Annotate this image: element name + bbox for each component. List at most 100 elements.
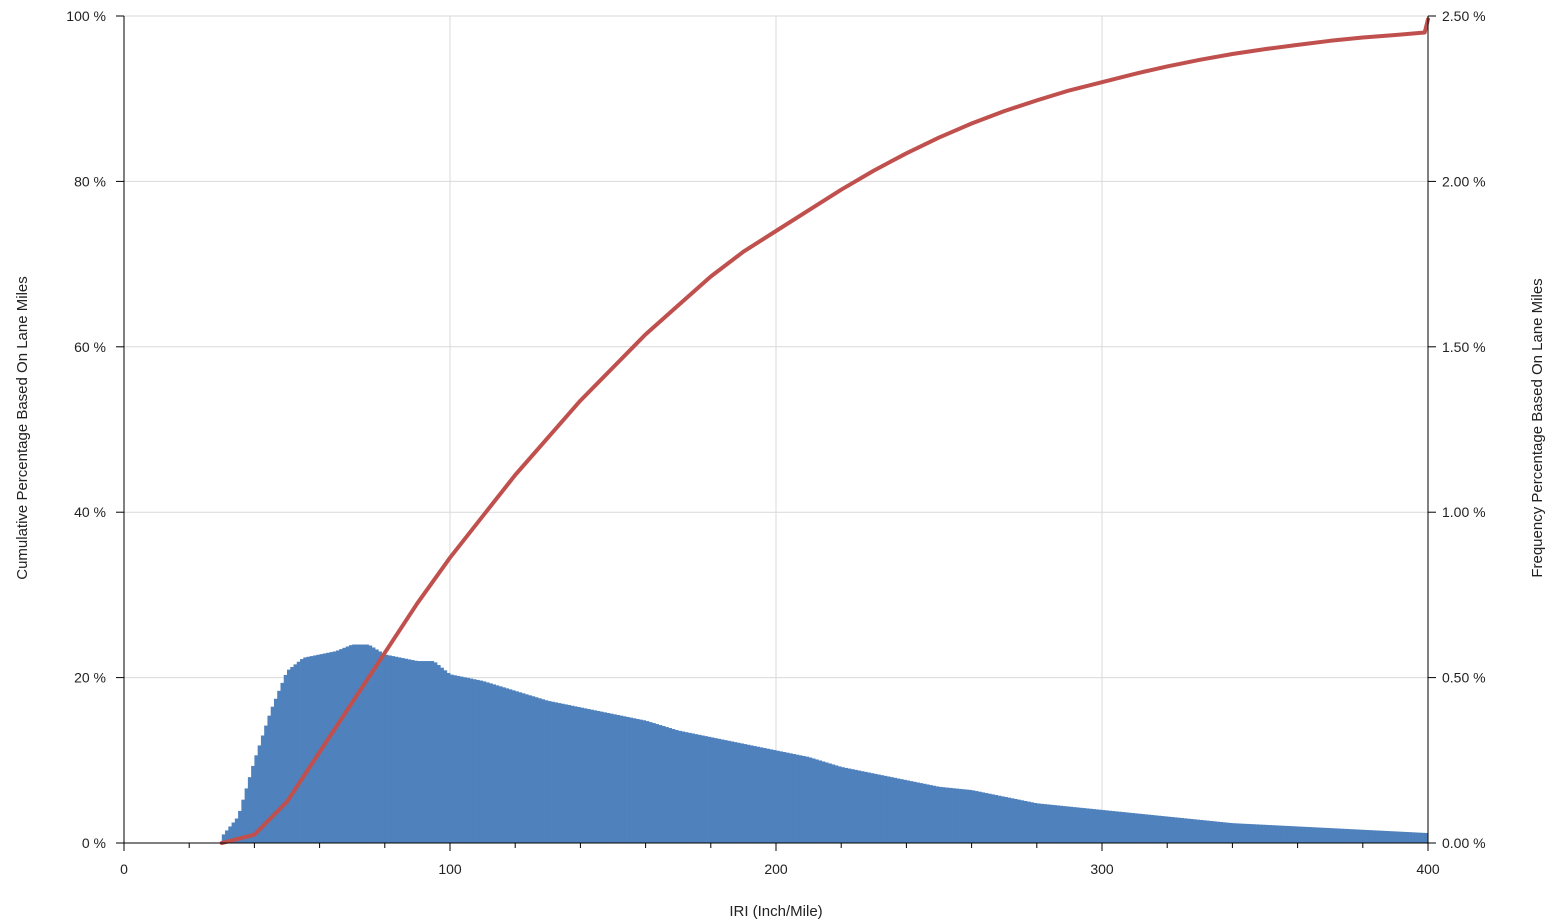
- histogram-bar: [642, 720, 646, 843]
- histogram-bar: [1356, 829, 1360, 843]
- histogram-bar: [394, 656, 399, 843]
- histogram-bar: [1398, 831, 1403, 843]
- histogram-bar: [818, 760, 823, 843]
- histogram-bar: [355, 644, 360, 843]
- histogram-bar: [912, 781, 917, 843]
- histogram-bar: [756, 746, 761, 843]
- histogram-bar: [1079, 807, 1083, 843]
- y-left-tick-label: 20 %: [74, 670, 106, 686]
- histogram-bar: [293, 664, 298, 843]
- histogram-bar: [466, 677, 470, 843]
- y-left-tick-label: 60 %: [74, 339, 106, 355]
- histogram-bar: [1401, 831, 1406, 843]
- histogram-bar: [313, 655, 317, 843]
- histogram-bar: [766, 748, 770, 843]
- histogram-bar: [560, 703, 565, 843]
- histogram-bar: [1274, 825, 1279, 843]
- histogram-bar: [391, 656, 395, 843]
- histogram-bar: [567, 705, 572, 843]
- histogram-bar: [694, 734, 699, 843]
- histogram-bar: [1203, 820, 1207, 843]
- histogram-bar: [352, 644, 356, 843]
- histogram-bar: [805, 756, 809, 843]
- histogram-bar: [489, 683, 493, 843]
- histogram-bar: [1225, 822, 1230, 843]
- histogram-bar: [968, 789, 972, 843]
- histogram-bar: [945, 787, 950, 843]
- histogram-bar: [1115, 811, 1119, 843]
- histogram-bar: [831, 764, 836, 843]
- histogram-bar: [877, 774, 881, 843]
- y-left-tick-label: 80 %: [74, 173, 106, 189]
- histogram-bar: [476, 679, 480, 843]
- histogram-bar: [1098, 809, 1103, 843]
- histogram-bar: [1317, 827, 1321, 843]
- histogram-bar: [345, 646, 350, 843]
- histogram-bar: [952, 788, 956, 843]
- histogram-bar: [557, 703, 562, 843]
- histogram-bar: [919, 783, 924, 843]
- histogram-bar: [903, 779, 907, 843]
- histogram-bar: [1336, 828, 1341, 843]
- histogram-bar: [531, 696, 536, 843]
- histogram-bar: [1183, 818, 1188, 843]
- histogram-bar: [886, 776, 891, 843]
- histogram-bar: [335, 650, 340, 843]
- histogram-bar: [254, 755, 259, 843]
- histogram-bar: [837, 766, 842, 843]
- histogram-bar: [586, 709, 591, 843]
- histogram-bar: [329, 652, 334, 843]
- histogram-bar: [505, 688, 510, 843]
- histogram-bar: [277, 690, 281, 843]
- histogram-bar: [564, 704, 568, 843]
- histogram-bar: [645, 721, 650, 843]
- histogram-bar: [573, 706, 578, 843]
- y-axis-right-title: Frequency Percentage Based On Lane Miles: [1529, 278, 1546, 577]
- histogram-bar: [1092, 809, 1096, 843]
- histogram-bar: [1095, 809, 1100, 843]
- histogram-bar: [1330, 828, 1334, 843]
- histogram-bar: [524, 694, 529, 843]
- histogram-bar: [955, 788, 959, 843]
- cumulative-line: [219, 17, 1430, 845]
- histogram-bar: [554, 702, 558, 843]
- histogram-bar: [459, 676, 464, 843]
- histogram-bar: [1199, 820, 1204, 843]
- histogram-bar: [948, 787, 953, 843]
- histogram-bar: [1030, 802, 1034, 843]
- grid-lines: [124, 15, 1428, 843]
- histogram-bar: [401, 658, 405, 843]
- histogram-bar: [834, 765, 839, 843]
- x-tick-label: 100: [438, 861, 462, 877]
- histogram-bar: [890, 777, 894, 843]
- histogram-bar: [981, 792, 986, 843]
- histogram-bar: [883, 775, 888, 843]
- histogram-bar: [521, 693, 526, 843]
- histogram-bar: [1154, 815, 1158, 843]
- histogram-bar: [267, 715, 272, 843]
- histogram-bar: [446, 672, 451, 843]
- histogram-bar: [1075, 807, 1080, 843]
- histogram-bar: [450, 674, 454, 843]
- histogram-bar: [1176, 817, 1181, 843]
- histogram-bar: [456, 675, 461, 843]
- tick-labels: 0 100 200 300 400 0 % 20 % 40 % 60 % 80 % 100 % 0.0…: [66, 8, 1485, 877]
- histogram-bar: [1271, 825, 1276, 843]
- histogram-bar: [899, 779, 904, 843]
- histogram-bar: [244, 788, 249, 843]
- histogram-bar: [339, 649, 343, 843]
- histogram-bar: [961, 789, 966, 843]
- histogram-bar: [772, 750, 777, 843]
- histogram-bar: [453, 675, 457, 843]
- histogram-bar: [306, 656, 311, 843]
- histogram-bar: [749, 745, 754, 843]
- histogram-bar: [378, 651, 382, 843]
- histogram-bar: [1069, 806, 1074, 843]
- histogram-bar: [733, 742, 738, 843]
- histogram-bar: [322, 653, 327, 843]
- histogram-bar: [665, 727, 669, 843]
- histogram-bar: [697, 734, 702, 843]
- histogram-bar: [1043, 804, 1047, 843]
- x-tick-label: 0: [120, 861, 128, 877]
- histogram-bar: [1229, 822, 1233, 843]
